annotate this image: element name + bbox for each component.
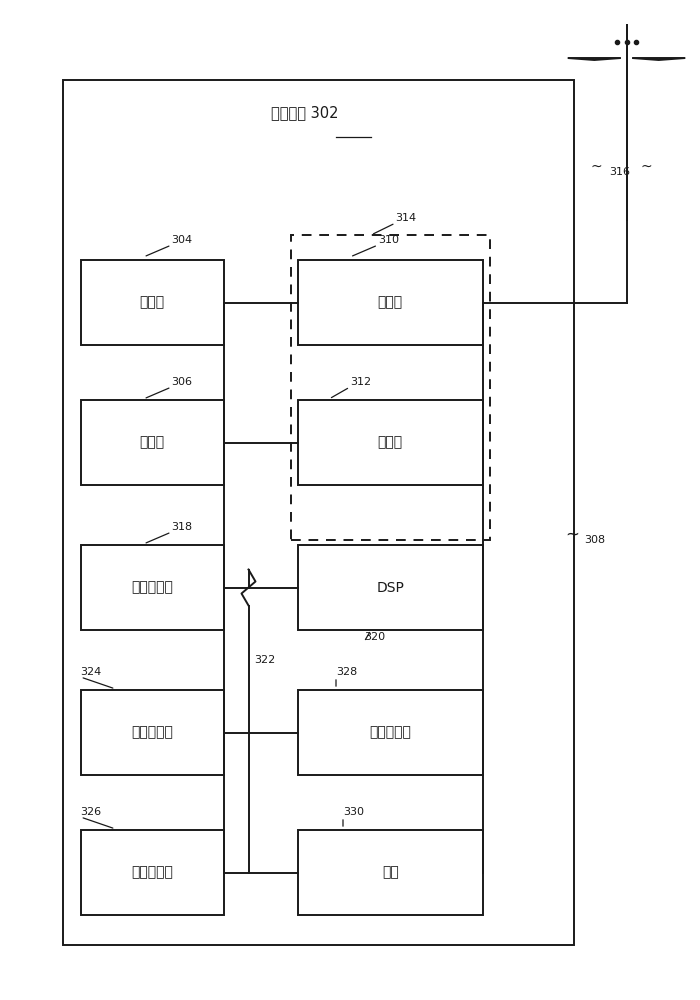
Text: 信号检测器: 信号检测器 [132, 580, 173, 594]
Bar [80, 400, 224, 485]
Text: 处理器: 处理器 [140, 296, 164, 310]
Text: 温度传感器: 温度传感器 [132, 726, 173, 740]
Text: 存储器: 存储器 [140, 436, 164, 450]
Bar [290, 235, 490, 540]
Text: 320: 320 [364, 632, 385, 642]
Text: 304: 304 [172, 235, 193, 245]
Text: ~: ~ [590, 160, 602, 174]
Bar [80, 690, 224, 775]
Text: 314: 314 [395, 213, 416, 223]
Text: 电流传感器: 电流传感器 [132, 865, 173, 880]
Text: ~: ~ [640, 160, 652, 174]
Bar [298, 830, 483, 915]
Text: 324: 324 [80, 667, 101, 677]
Text: 326: 326 [80, 807, 101, 817]
Text: 接收机: 接收机 [378, 436, 402, 450]
Text: DSP: DSP [377, 580, 404, 594]
Text: 318: 318 [172, 522, 193, 532]
Text: 322: 322 [254, 655, 275, 665]
Text: 316: 316 [609, 167, 630, 177]
Text: 308: 308 [584, 535, 606, 545]
Text: 312: 312 [350, 377, 371, 387]
Text: 功率放大器: 功率放大器 [370, 726, 411, 740]
Text: 无线设备 302: 无线设备 302 [271, 105, 338, 120]
Bar [298, 690, 483, 775]
Bar [298, 545, 483, 630]
Text: 发射机: 发射机 [378, 296, 402, 310]
Text: ~: ~ [566, 526, 580, 544]
Text: 电池: 电池 [382, 865, 398, 880]
Bar [80, 830, 224, 915]
Bar [80, 260, 224, 345]
Text: 306: 306 [172, 377, 193, 387]
Bar [63, 80, 574, 945]
Text: 330: 330 [343, 807, 364, 817]
Text: 328: 328 [336, 667, 357, 677]
Bar [298, 260, 483, 345]
Text: 310: 310 [378, 235, 399, 245]
Bar [298, 400, 483, 485]
Bar [80, 545, 224, 630]
